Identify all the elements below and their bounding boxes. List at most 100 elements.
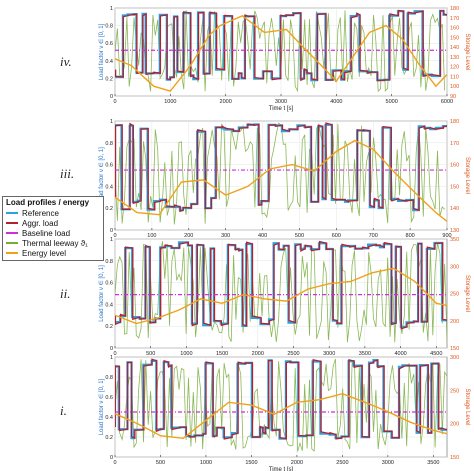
x-tick-label: 3000 <box>275 99 287 105</box>
y2-tick-label: 90 <box>450 94 456 100</box>
y-tick-label: 1 <box>110 6 113 12</box>
x-tick-label: 900 <box>442 233 451 239</box>
x-tick-label: 2000 <box>220 99 232 105</box>
x-tick-label: 500 <box>146 351 155 357</box>
series-group <box>115 358 447 452</box>
y-tick-label: 1 <box>110 119 113 125</box>
series-energy-level <box>115 392 447 440</box>
y2-tick-label: 150 <box>450 184 459 190</box>
legend: Load profiles / energy Reference Aggr. l… <box>2 196 104 261</box>
y-tick-label: 0.6 <box>105 163 113 169</box>
x-tick-label: 2000 <box>252 351 264 357</box>
x-tick-label: 600 <box>332 233 341 239</box>
series-aggr-load <box>115 9 447 82</box>
x-tick-label: 3000 <box>382 460 394 466</box>
y2-tick-label: 170 <box>450 141 459 147</box>
x-tick-label: 300 <box>221 233 230 239</box>
legend-swatch-aggr <box>6 222 18 224</box>
panel-2: 0 100 200 300 400 500 600 700 800 900 0 0.2 0.4 0.6 0.… <box>98 119 470 246</box>
panel-label-iv: iv. <box>60 54 72 69</box>
x-tick-label: 1000 <box>200 460 212 466</box>
x-tick-label: 6000 <box>441 99 453 105</box>
x-tick-label: 4000 <box>394 351 406 357</box>
y-tick-label: 0.4 <box>105 302 113 308</box>
y2-tick-label: 110 <box>450 74 459 80</box>
y2-tick-label: 170 <box>450 16 459 22</box>
legend-label-thermal: Thermal leeway ϑ₁ <box>22 238 88 248</box>
panel-3: 0 500 1000 1500 2000 2500 3000 3500 4000 4500 0 0.2… <box>98 237 470 364</box>
y-tick-label: 0.2 <box>105 435 113 441</box>
legend-swatch-thermal <box>6 242 18 244</box>
y-axis-label: Load factor ν ∈ [0, 1] <box>98 378 105 435</box>
x-tick-label: 0 <box>113 233 116 239</box>
legend-entry-baseline: Baseline load <box>6 228 100 238</box>
y2-tick-label: 150 <box>450 455 459 461</box>
series-group <box>115 122 447 225</box>
y2-tick-label: 200 <box>450 422 459 428</box>
y-tick-label: 1 <box>110 237 113 243</box>
y2-tick-label: 300 <box>450 355 459 361</box>
x-tick-label: 1500 <box>245 460 257 466</box>
legend-swatch-energy <box>6 252 18 254</box>
y2-axis-label: Storage Level <box>464 33 470 70</box>
y-tick-label: 0.6 <box>105 395 113 401</box>
y2-tick-label: 200 <box>450 319 459 325</box>
x-tick-label: 1000 <box>164 99 176 105</box>
x-tick-label: 0 <box>113 351 116 357</box>
series-energy-level <box>115 14 447 92</box>
y2-tick-label: 150 <box>450 35 459 41</box>
y-tick-label: 0.8 <box>105 24 113 30</box>
y2-tick-label: 140 <box>450 45 459 51</box>
y2-axis-label: Storage Level <box>464 388 470 425</box>
y-tick-label: 0.4 <box>105 59 113 65</box>
y-axis-label: Load factor ν ∈ [0, 1] <box>98 147 105 204</box>
x-axis-label: Time t [s] <box>269 106 294 112</box>
y2-axis-label: Storage Level <box>464 275 470 312</box>
y2-tick-label: 100 <box>450 84 459 90</box>
legend-label-energy: Energy level <box>22 248 67 258</box>
legend-entry-thermal: Thermal leeway ϑ₁ <box>6 238 100 248</box>
legend-entry-aggr: Aggr. load <box>6 218 100 228</box>
y-tick-label: 0.2 <box>105 324 113 330</box>
legend-title: Load profiles / energy <box>6 198 90 207</box>
x-tick-label: 800 <box>406 233 415 239</box>
legend-swatch-reference <box>6 212 18 214</box>
panel-label-ii: ii. <box>60 286 71 301</box>
panel-label-i: i. <box>60 403 67 418</box>
y2-tick-label: 120 <box>450 65 459 71</box>
y-tick-label: 0.8 <box>105 375 113 381</box>
x-tick-label: 2500 <box>287 351 299 357</box>
y2-tick-label: 250 <box>450 292 459 298</box>
series-group <box>115 240 447 343</box>
y2-tick-label: 350 <box>450 237 459 243</box>
x-tick-label: 500 <box>295 233 304 239</box>
legend-label-aggr: Aggr. load <box>22 218 59 228</box>
legend-label-baseline: Baseline load <box>22 228 71 238</box>
series-energy-level <box>115 267 447 325</box>
y-tick-label: 0 <box>110 228 113 234</box>
y-tick-label: 0.8 <box>105 141 113 147</box>
y-tick-label: 0.6 <box>105 41 113 47</box>
y2-tick-label: 130 <box>450 55 459 61</box>
series-energy-level <box>115 139 447 222</box>
y2-tick-label: 160 <box>450 163 459 169</box>
y2-tick-label: 130 <box>450 228 459 234</box>
x-tick-label: 200 <box>184 233 193 239</box>
y2-tick-label: 300 <box>450 264 459 270</box>
x-axis-label: Time t [s] <box>269 467 294 471</box>
panel-4: 0 500 1000 1500 2000 2500 3000 3500 0 0.2 0.4 0.6 0.… <box>98 355 470 471</box>
y2-tick-label: 150 <box>450 346 459 352</box>
legend-entry-energy: Energy level <box>6 248 100 258</box>
y-tick-label: 0 <box>110 346 113 352</box>
x-tick-label: 2000 <box>291 460 303 466</box>
y2-tick-label: 250 <box>450 388 459 394</box>
legend-swatch-baseline <box>6 232 18 234</box>
x-tick-label: 0 <box>113 460 116 466</box>
plot-area <box>114 238 448 349</box>
series-group <box>115 9 447 93</box>
x-tick-label: 700 <box>369 233 378 239</box>
y-tick-label: 0.4 <box>105 415 113 421</box>
y-axis-label: Load factor ν ∈ [0, 1] <box>98 265 105 322</box>
x-tick-label: 400 <box>258 233 267 239</box>
